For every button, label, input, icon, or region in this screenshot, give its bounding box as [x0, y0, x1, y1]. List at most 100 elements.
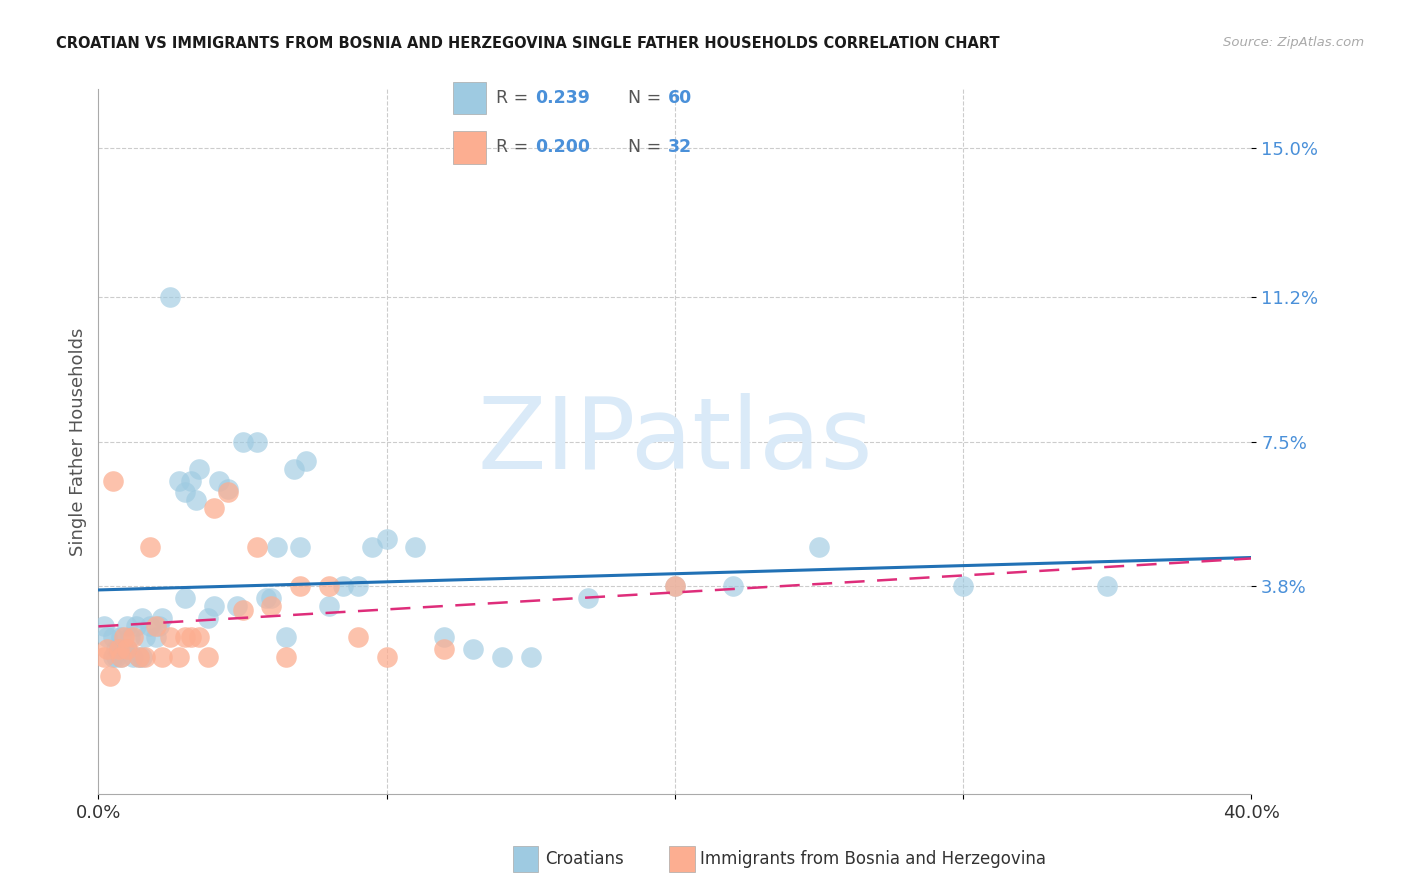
Point — [260, 599, 283, 613]
Point — [131, 610, 153, 624]
Point — [174, 630, 197, 644]
Text: 32: 32 — [668, 138, 692, 156]
Point — [145, 630, 167, 644]
Point — [361, 540, 384, 554]
Point — [98, 669, 121, 683]
Point — [167, 474, 190, 488]
Point — [274, 630, 297, 644]
Point — [101, 474, 124, 488]
Point — [174, 591, 197, 606]
Point — [405, 540, 427, 554]
Point — [188, 630, 211, 644]
Point — [433, 642, 456, 657]
Point — [128, 649, 150, 664]
Text: CROATIAN VS IMMIGRANTS FROM BOSNIA AND HERZEGOVINA SINGLE FATHER HOUSEHOLDS CORR: CROATIAN VS IMMIGRANTS FROM BOSNIA AND H… — [56, 36, 1000, 51]
Point — [110, 649, 132, 664]
Point — [112, 630, 135, 644]
Point — [101, 630, 124, 644]
Point — [520, 649, 543, 664]
Point — [145, 618, 167, 632]
Point — [139, 540, 162, 554]
Point — [117, 618, 138, 632]
Point — [117, 642, 138, 657]
Point — [96, 630, 118, 644]
Point — [101, 649, 124, 664]
Point — [122, 649, 145, 664]
Point — [117, 642, 138, 657]
Bar — [453, 81, 486, 114]
Point — [290, 579, 312, 593]
Point — [120, 630, 142, 644]
Point — [131, 649, 153, 664]
Point — [254, 591, 277, 606]
Y-axis label: Single Father Households: Single Father Households — [69, 327, 87, 556]
Point — [202, 501, 225, 516]
Point — [167, 649, 190, 664]
Point — [180, 474, 202, 488]
Text: Croatians: Croatians — [546, 850, 624, 868]
Point — [283, 462, 305, 476]
Point — [128, 649, 150, 664]
Point — [93, 649, 115, 664]
Point — [346, 630, 368, 644]
Point — [112, 642, 135, 657]
Text: 0.200: 0.200 — [536, 138, 591, 156]
Point — [664, 579, 686, 593]
Point — [375, 649, 398, 664]
Point — [197, 610, 219, 624]
Text: R =: R = — [496, 89, 529, 107]
Point — [110, 630, 132, 644]
Point — [139, 618, 162, 632]
Text: 0.239: 0.239 — [536, 89, 591, 107]
Point — [346, 579, 368, 593]
Point — [180, 630, 202, 644]
Text: N =: N = — [628, 89, 661, 107]
Point — [122, 630, 145, 644]
Point — [225, 599, 247, 613]
Point — [96, 642, 118, 657]
Text: 60: 60 — [668, 89, 692, 107]
Point — [107, 642, 129, 657]
Point — [93, 618, 115, 632]
Point — [148, 618, 170, 632]
Point — [491, 649, 513, 664]
Point — [260, 591, 283, 606]
Point — [461, 642, 484, 657]
Point — [125, 618, 148, 632]
Point — [134, 630, 156, 644]
Point — [952, 579, 974, 593]
Point — [150, 610, 173, 624]
Text: N =: N = — [628, 138, 661, 156]
Point — [134, 649, 156, 664]
Point — [159, 290, 181, 304]
Point — [231, 434, 254, 449]
Point — [159, 630, 181, 644]
Point — [721, 579, 744, 593]
Point — [295, 454, 318, 468]
Point — [150, 649, 173, 664]
Point — [197, 649, 219, 664]
Point — [1097, 579, 1119, 593]
Point — [433, 630, 456, 644]
Point — [664, 579, 686, 593]
Point — [274, 649, 297, 664]
Point — [217, 485, 239, 500]
Point — [217, 482, 239, 496]
Text: R =: R = — [496, 138, 529, 156]
Point — [208, 474, 231, 488]
Point — [104, 649, 127, 664]
Point — [290, 540, 312, 554]
Point — [202, 599, 225, 613]
Point — [375, 533, 398, 547]
Text: Immigrants from Bosnia and Herzegovina: Immigrants from Bosnia and Herzegovina — [700, 850, 1046, 868]
Text: ZIPatlas: ZIPatlas — [477, 393, 873, 490]
Point — [807, 540, 830, 554]
Point — [578, 591, 600, 606]
Point — [246, 434, 269, 449]
Point — [110, 649, 132, 664]
Text: Source: ZipAtlas.com: Source: ZipAtlas.com — [1223, 36, 1364, 49]
Point — [266, 540, 288, 554]
Point — [188, 462, 211, 476]
Point — [104, 642, 127, 657]
Point — [332, 579, 354, 593]
